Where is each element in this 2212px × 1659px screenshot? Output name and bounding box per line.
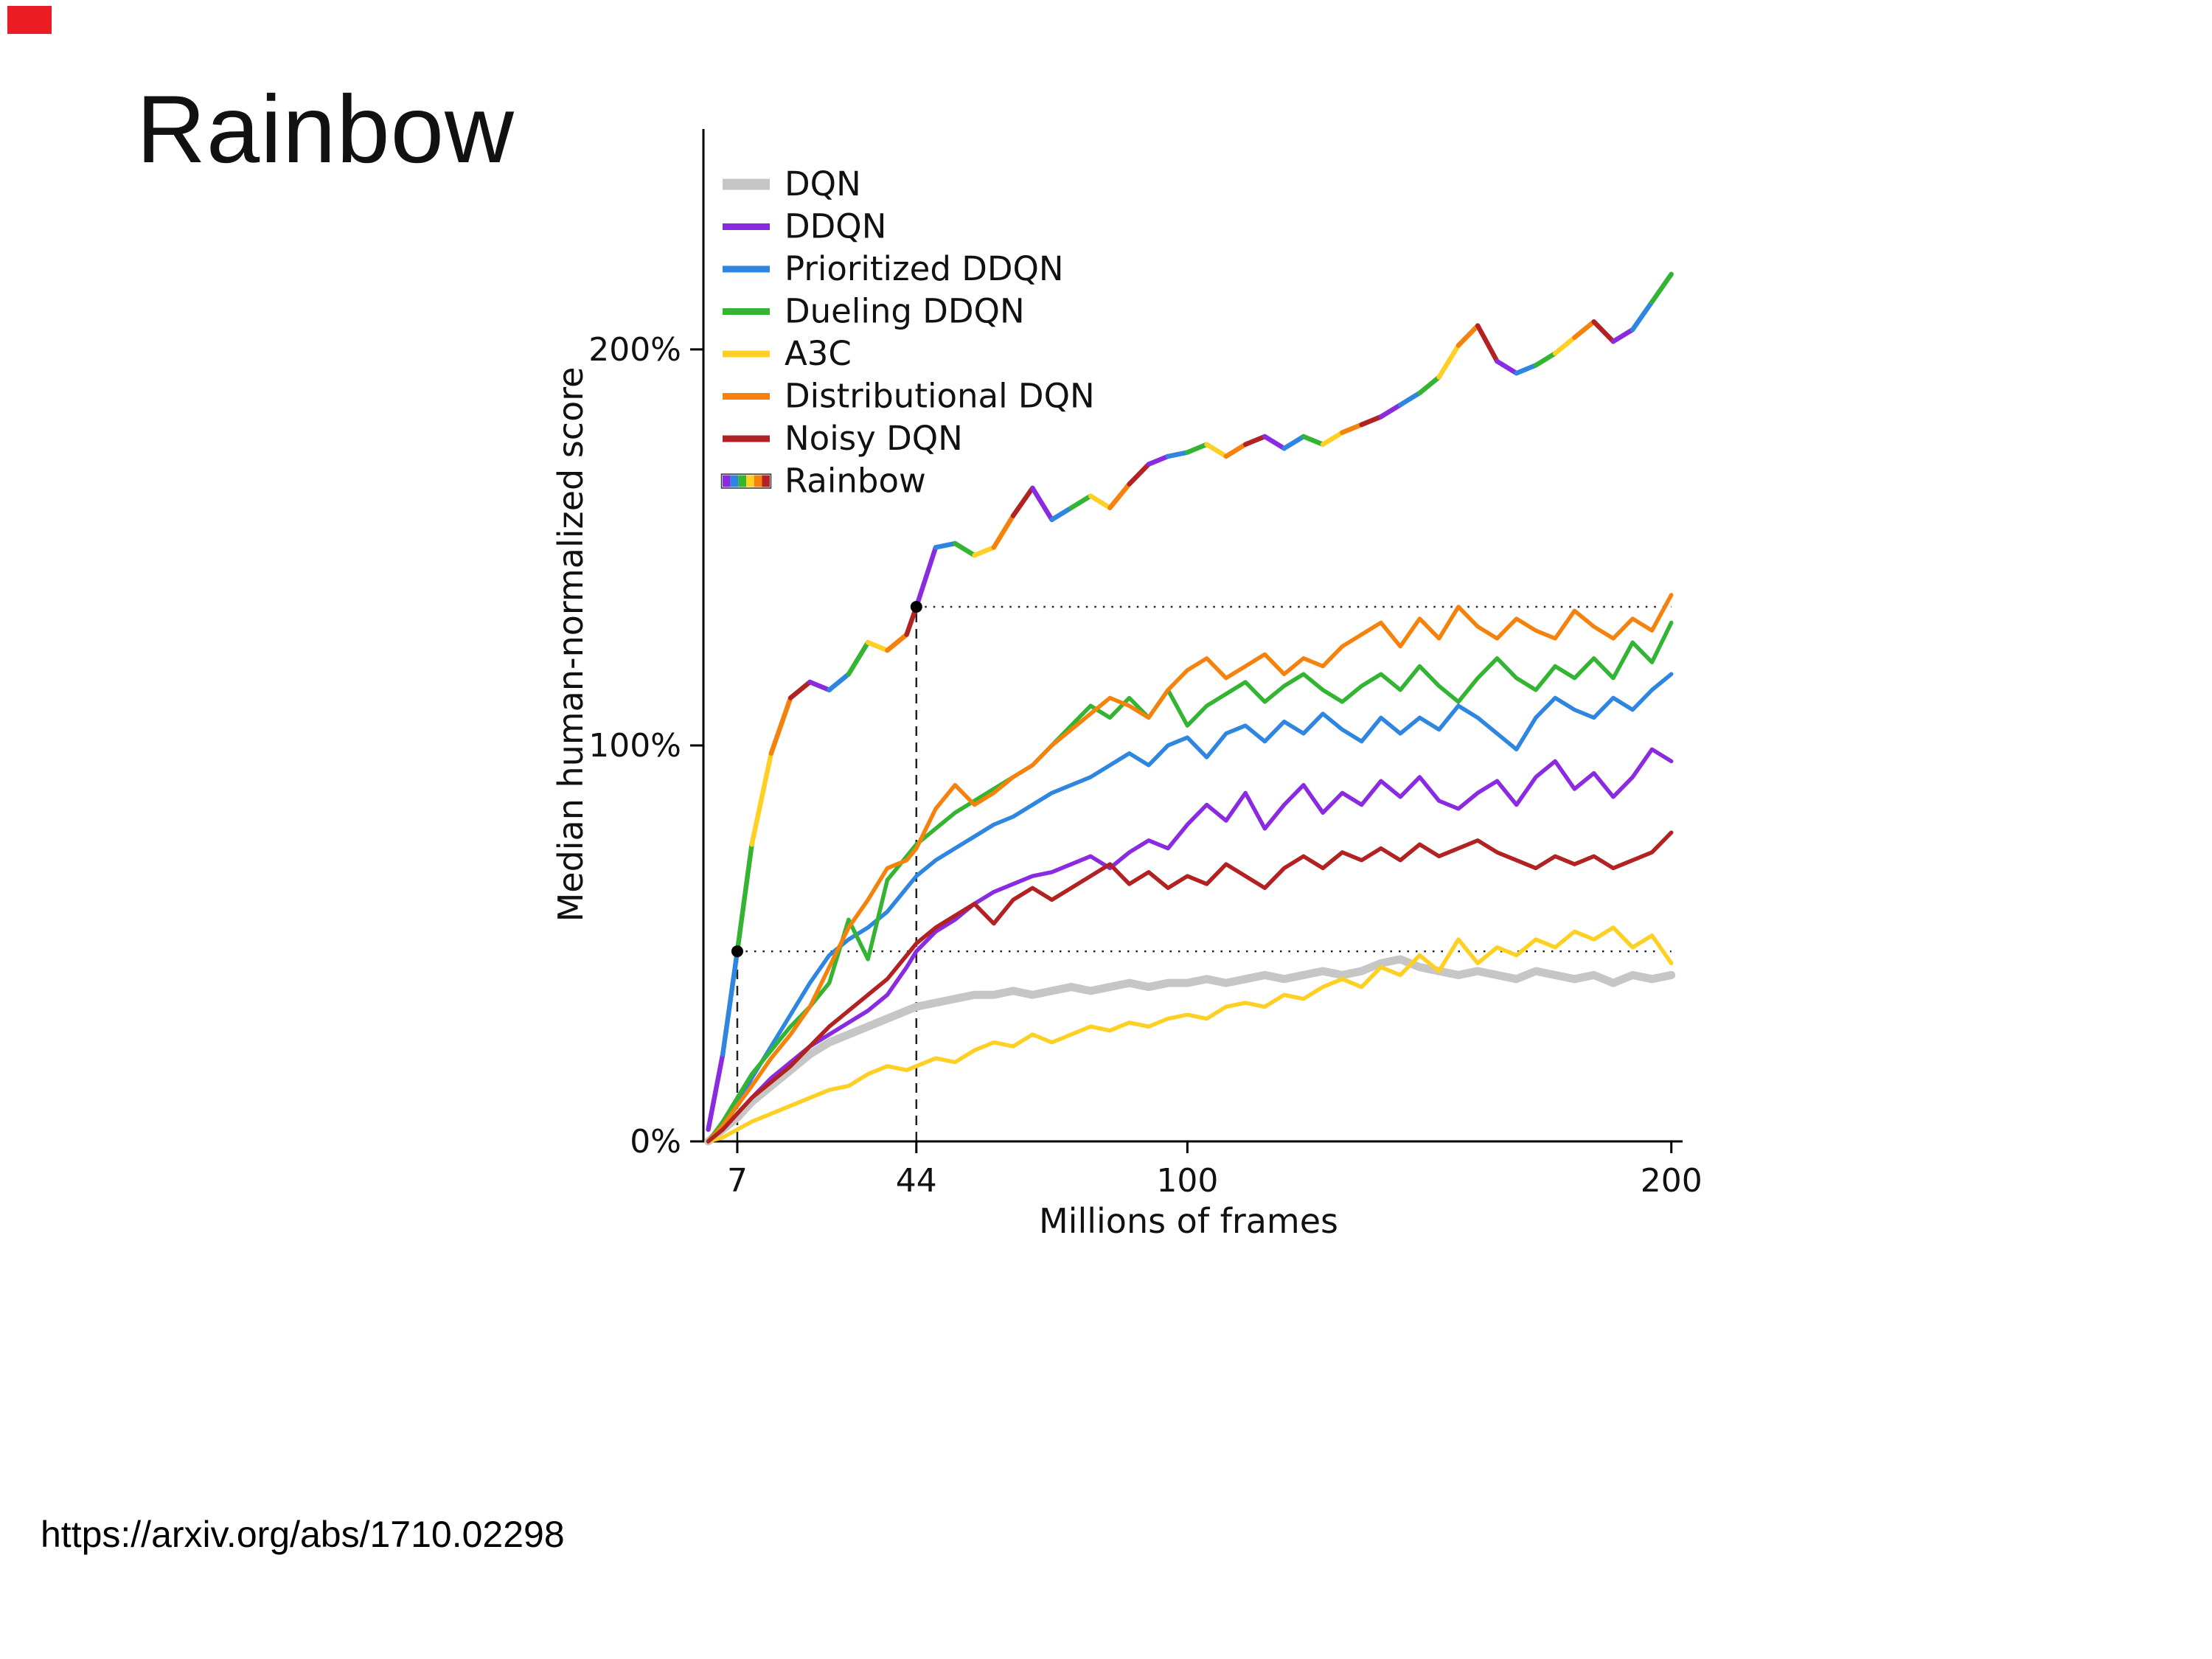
series-line-rainbow <box>1340 422 1364 435</box>
series-line-rainbow <box>706 1051 726 1133</box>
series-line-rainbow <box>1649 271 1674 305</box>
series-line-rainbow <box>1455 323 1481 348</box>
series-line-rainbow <box>1359 414 1384 428</box>
y-tick-label: 200% <box>588 331 681 369</box>
annotation-marker-dot <box>910 600 922 613</box>
series-line-rainbow <box>1185 442 1209 455</box>
legend-label-rainbow: Rainbow <box>785 462 926 501</box>
series-line-rainbow <box>749 751 774 847</box>
series-line-rainbow <box>885 632 909 653</box>
series-line-rainbow <box>1010 485 1035 518</box>
x-axis-title: Millions of frames <box>1039 1201 1338 1241</box>
series-line-dqn <box>704 955 1676 1146</box>
y-tick-label: 100% <box>588 727 681 765</box>
series-line-rainbow <box>1572 319 1596 341</box>
legend-label-distributional-dqn: Distributional DQN <box>785 377 1095 416</box>
series-line-dueling-ddqn <box>706 620 1674 1144</box>
series-line-rainbow <box>1146 453 1171 467</box>
legend-label-a3c: A3C <box>785 334 852 373</box>
y-tick-label: 0% <box>630 1123 681 1161</box>
legend-swatch-border <box>720 473 772 489</box>
red-corner-mark <box>7 6 52 34</box>
chart-figure: 0% 100% 200% 7 44 100 200 Millions of frames Med… <box>457 88 1747 1268</box>
x-tick-label: 200 <box>1641 1162 1703 1200</box>
x-tick-label: 44 <box>896 1162 937 1200</box>
series-line-rainbow <box>991 513 1016 550</box>
legend-label-dueling-ddqn: Dueling DDQN <box>785 292 1025 331</box>
series-line-rainbow <box>1262 434 1287 451</box>
series-line-distributional-dqn <box>706 593 1674 1144</box>
series-line-rainbow <box>1127 462 1152 487</box>
series-line-rainbow <box>1301 434 1326 448</box>
series-line-ddqn <box>706 747 1674 1144</box>
chart-canvas: 0% 100% 200% 7 44 100 200 Millions of frames Med… <box>551 129 1703 1241</box>
series-line-rainbow <box>865 640 890 653</box>
series-line-rainbow <box>768 695 793 756</box>
legend-label-dqn: DQN <box>785 164 861 204</box>
series-line-rainbow <box>1397 390 1422 408</box>
series-line-rainbow <box>1204 442 1229 459</box>
series-line-rainbow <box>787 679 813 700</box>
series-line-rainbow <box>1591 319 1616 344</box>
series-line-rainbow <box>1049 505 1074 523</box>
series-line-rainbow <box>1107 481 1132 510</box>
series-line-prioritized-ddqn <box>706 672 1674 1144</box>
series-line-a3c <box>706 925 1674 1144</box>
series-line-rainbow <box>827 672 852 693</box>
x-tick-label: 7 <box>727 1162 748 1200</box>
annotation-marker-dot <box>731 945 743 958</box>
series-line-rainbow <box>1223 442 1248 459</box>
series-line-rainbow <box>1514 363 1539 376</box>
series-line-rainbow <box>734 841 754 954</box>
series-line-rainbow <box>807 679 832 693</box>
series-line-rainbow <box>1436 343 1461 380</box>
series-line-rainbow <box>846 640 871 677</box>
legend-label-prioritized-ddqn: Prioritized DDQN <box>785 249 1064 288</box>
legend-label-noisy-dqn: Noisy DQN <box>785 419 963 458</box>
series-line-rainbow <box>1417 375 1441 396</box>
series-line-rainbow <box>1610 327 1635 344</box>
series-line-rainbow <box>1320 430 1345 448</box>
series-line-rainbow <box>1088 493 1113 510</box>
series-line-rainbow <box>1533 351 1558 368</box>
series-line-rainbow <box>1475 323 1500 364</box>
y-axis-title: Median human-normalized score <box>551 367 591 922</box>
series-line-rainbow <box>1495 358 1519 376</box>
legend-label-ddqn: DDQN <box>785 207 886 246</box>
series-line-rainbow <box>1030 485 1054 523</box>
series-line-rainbow <box>914 545 939 610</box>
series-line-rainbow <box>720 948 740 1057</box>
series-line-rainbow <box>1378 402 1403 420</box>
series-line-rainbow <box>1630 299 1655 333</box>
series-line-rainbow <box>1242 434 1267 448</box>
series-line-rainbow <box>1281 434 1307 451</box>
series-line-rainbow <box>953 540 977 558</box>
series-line-rainbow <box>933 540 958 550</box>
x-tick-label: 100 <box>1156 1162 1218 1200</box>
series-line-rainbow <box>1068 493 1093 510</box>
source-link[interactable]: https://arxiv.org/abs/1710.02298 <box>41 1514 565 1555</box>
series-line-rainbow <box>972 545 997 558</box>
series-line-rainbow <box>1552 335 1577 356</box>
slide-title: Rainbow <box>136 75 515 183</box>
series-line-noisy-dqn <box>706 830 1674 1144</box>
series-line-rainbow <box>1165 450 1190 459</box>
